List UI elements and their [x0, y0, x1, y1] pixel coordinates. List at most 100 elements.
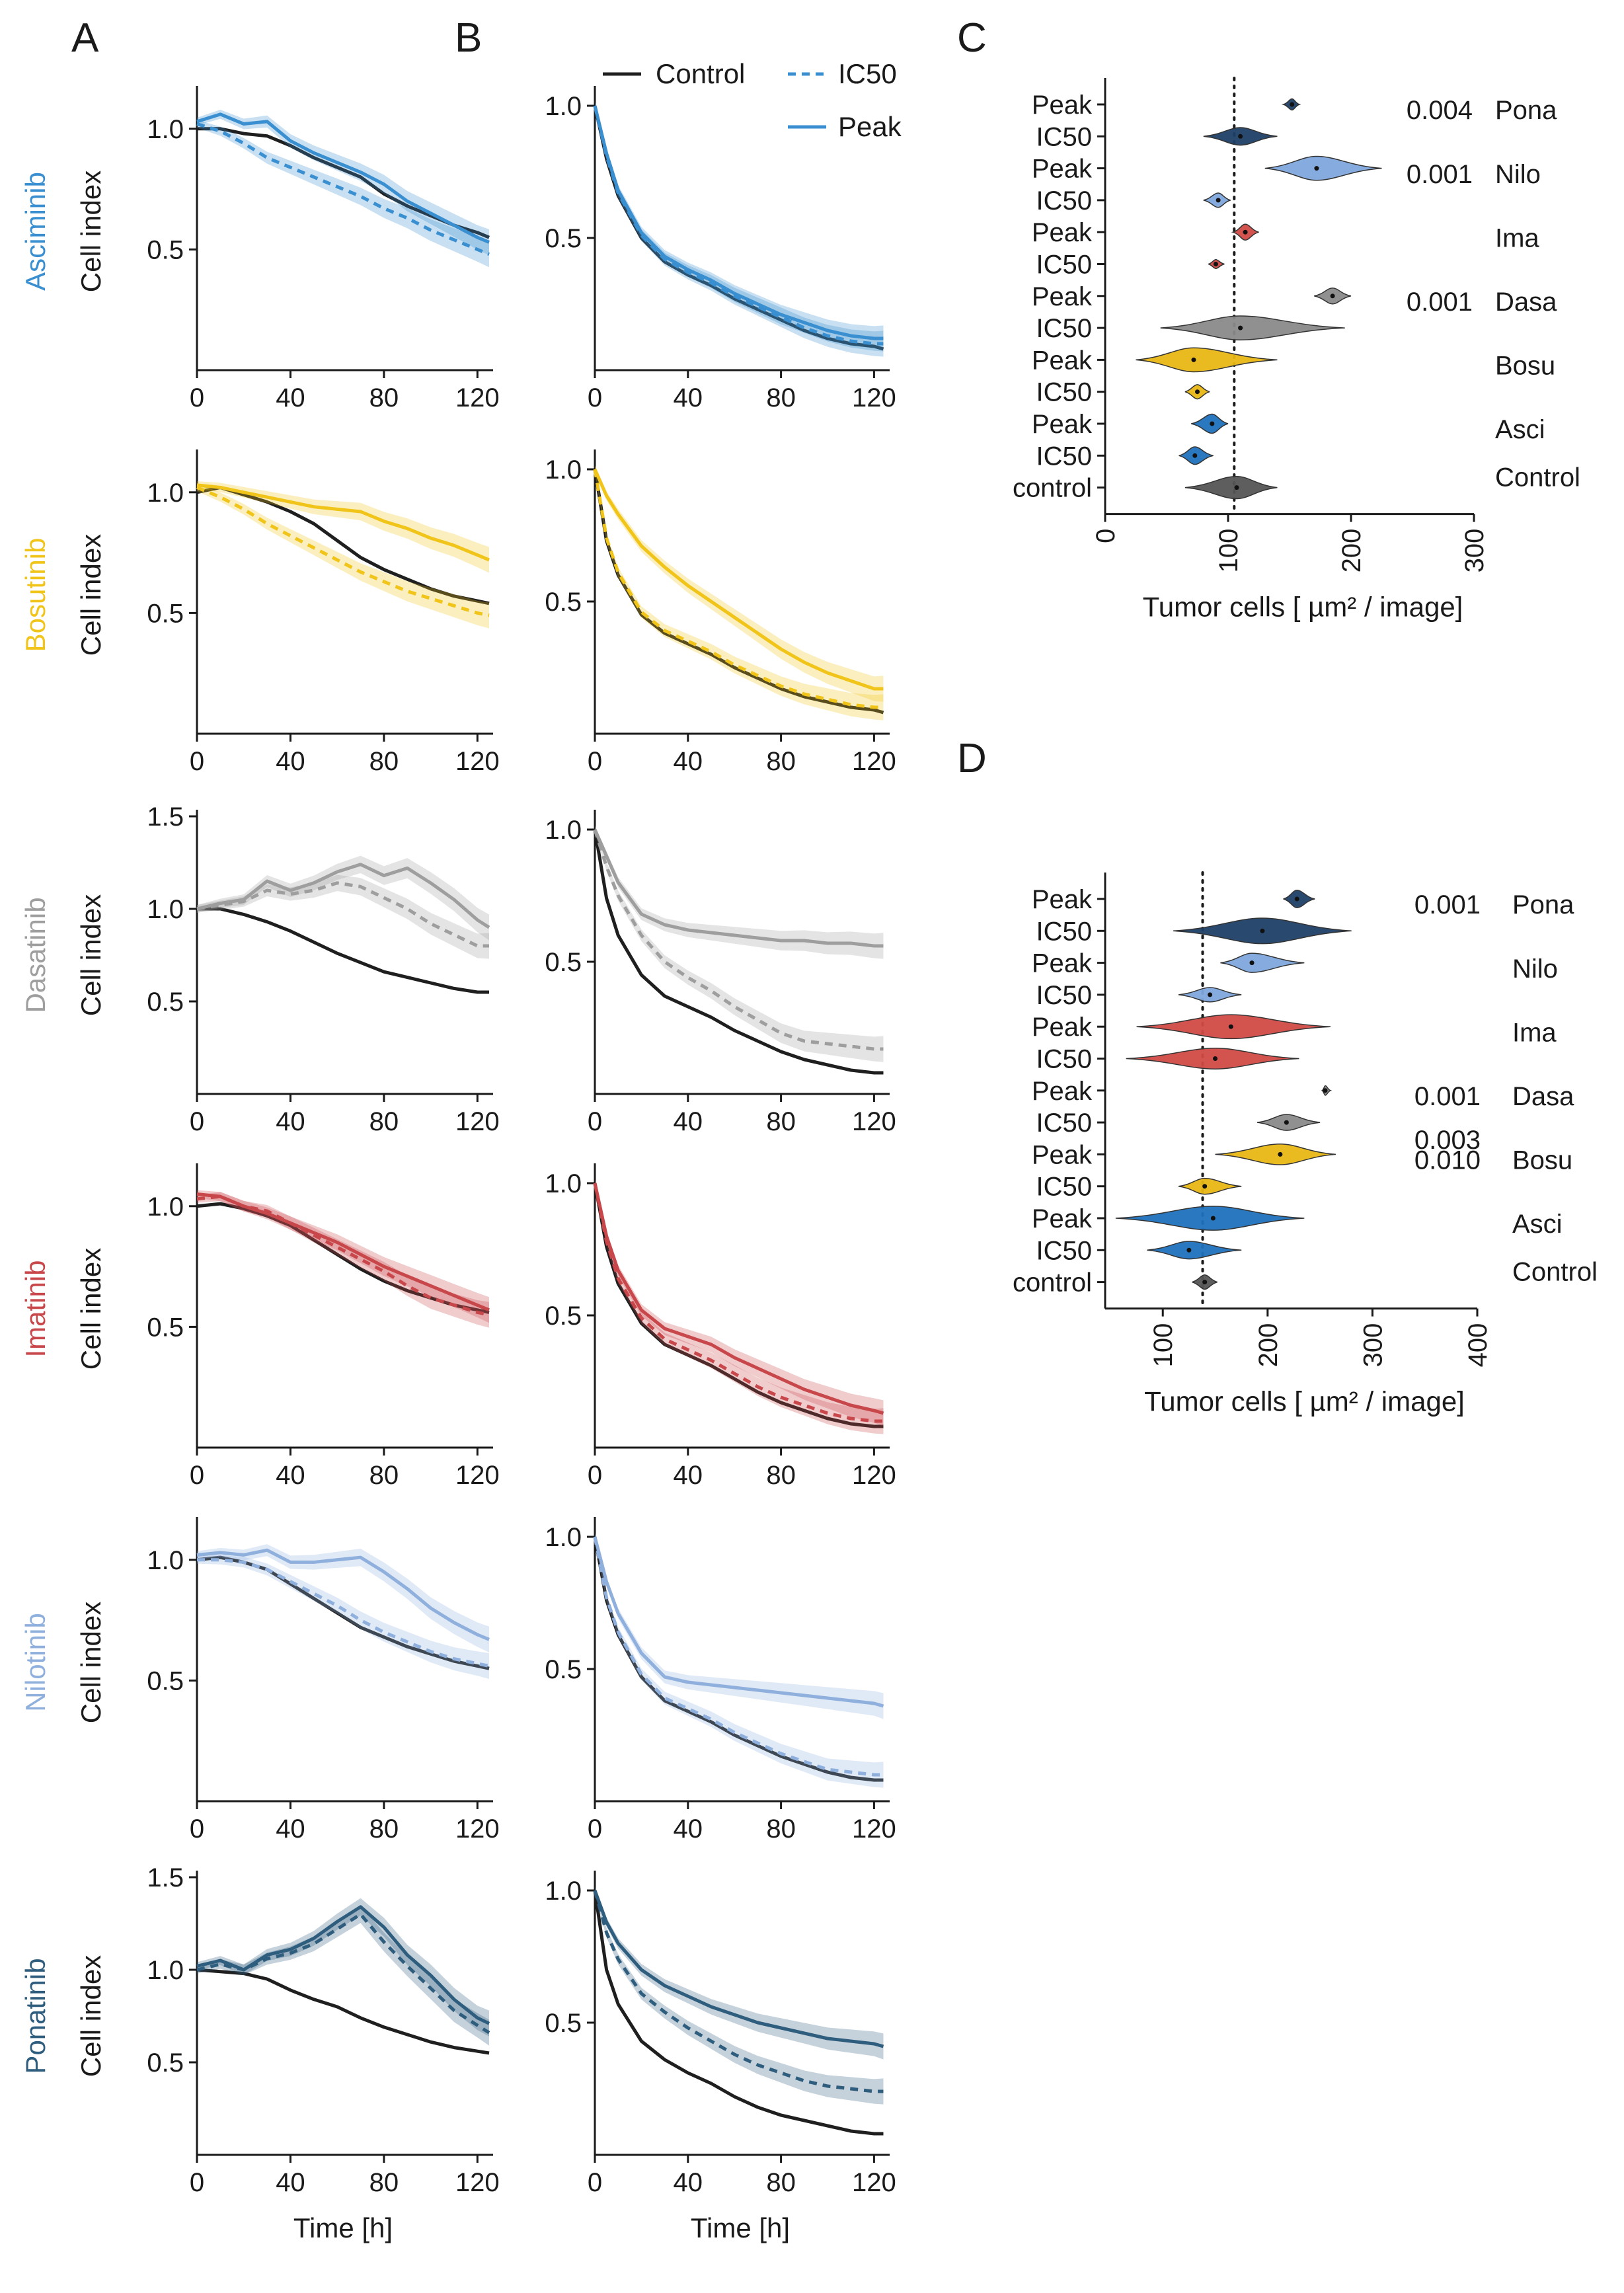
y-tick-label: 0.5 [545, 588, 582, 617]
x-tick-label: 120 [852, 1461, 896, 1490]
x-tick-label: 200 [1337, 529, 1366, 573]
x-tick-label: 40 [276, 747, 305, 776]
series-line-peak [593, 105, 884, 340]
x-tick-label: 120 [455, 1461, 500, 1490]
line-chart-a-dasatinib: 0 40 80 120 0.5 1.0 1.5 Cell index Dasatinib [20, 802, 500, 1136]
series-line-control [593, 1890, 884, 2136]
x-tick-label: 100 [1214, 529, 1243, 573]
series-line-ic50 [593, 469, 884, 709]
x-tick-label: 0 [588, 1107, 602, 1136]
violin-ima-ic50-median [1213, 262, 1218, 266]
category-label: IC50 [1036, 378, 1093, 407]
p-value-nilo: 0.001 [1407, 160, 1473, 189]
group-label-asci: Asci [1495, 415, 1545, 444]
line-chart-b-imatinib: 0 40 80 120 0.5 1.0 [545, 1163, 896, 1490]
series-band-peak [197, 1190, 489, 1323]
y-tick-label: 1.0 [545, 92, 582, 121]
x-tick-label: 40 [276, 1461, 305, 1490]
y-axis-title: Cell index [75, 1248, 106, 1370]
series-line-ic50 [196, 486, 490, 617]
violin-asci-ic50 [1147, 1241, 1242, 1260]
line-chart-a-imatinib: 0 40 80 120 0.5 1.0 Cell index Imatinib [20, 1163, 500, 1490]
group-label-dasa: Dasa [1495, 288, 1557, 317]
x-tick-label: 120 [852, 383, 896, 412]
series-line-peak [196, 483, 490, 562]
x-tick-label: 40 [674, 383, 703, 412]
y-tick-label: 1.0 [545, 455, 582, 485]
violin-nilo-peak-median [1249, 960, 1255, 966]
panel-letter-b: B [455, 15, 482, 61]
x-tick-label: 120 [455, 747, 500, 776]
x-tick-label: 120 [852, 1814, 896, 1844]
category-label: Peak [1032, 218, 1093, 247]
group-label-control: Control [1495, 463, 1580, 492]
y-tick-label: 0.5 [545, 224, 582, 253]
y-tick-label: 0.5 [147, 1666, 184, 1695]
y-axis-title: Cell index [75, 171, 106, 292]
y-tick-label: 0.5 [147, 2048, 184, 2078]
series-line-control [593, 829, 884, 1075]
x-tick-label: 80 [369, 1814, 399, 1844]
group-label-control: Control [1512, 1258, 1598, 1287]
series-line-ic50 [593, 105, 884, 346]
violin-ima-ic50 [1126, 1048, 1299, 1069]
category-label: IC50 [1036, 1045, 1093, 1074]
violin-bosu-ic50-median [1202, 1184, 1208, 1189]
legend-peak-label: Peak [838, 111, 902, 142]
drug-label: Imatinib [20, 1260, 51, 1357]
y-tick-label: 1.0 [147, 479, 184, 508]
x-tick-label: 80 [766, 1461, 796, 1490]
panel-letter-c: C [957, 15, 987, 61]
x-tick-label: 0 [190, 1107, 204, 1136]
x-tick-label: 0 [190, 2168, 204, 2197]
y-axis-title: Cell index [75, 894, 106, 1016]
group-label-bosu: Bosu [1495, 352, 1555, 381]
y-tick-label: 1.0 [545, 1877, 582, 1906]
x-tick-label: 80 [766, 747, 796, 776]
series-band-peak [595, 465, 884, 702]
x-tick-label: 0 [588, 1461, 602, 1490]
y-tick-label: 1.0 [147, 1192, 184, 1222]
group-label-dasa: Dasa [1512, 1082, 1574, 1111]
series-line-peak [196, 1548, 490, 1641]
series-band-ic50 [595, 465, 884, 720]
violin-asci-ic50-median [1192, 453, 1198, 458]
series-line-peak [593, 828, 884, 948]
series-band-ic50 [595, 1533, 884, 1788]
x-axis-title: Tumor cells [ µm² / image] [1143, 592, 1463, 623]
x-tick-label: 0 [588, 383, 602, 412]
line-chart-b-nilotinib: 0 40 80 120 0.5 1.0 [545, 1517, 896, 1844]
drug-label: Dasatinib [20, 897, 51, 1013]
y-axis-title: Cell index [75, 534, 106, 656]
y-tick-label: 0.5 [545, 948, 582, 977]
group-label-ima: Ima [1512, 1018, 1557, 1047]
line-chart-a-bosutinib: 0 40 80 120 0.5 1.0 Cell index Bosutinib [20, 449, 500, 776]
p-value-bosu: 0.010 [1414, 1146, 1481, 1175]
violin-dasa-ic50-median [1238, 325, 1243, 330]
series-line-peak [196, 112, 490, 244]
x-tick-label: 120 [852, 747, 896, 776]
violin-chart-c: 0 100 200 300 Tumor cells [ µm² / image] Peak… [1013, 77, 1580, 623]
x-tick-label: 0 [588, 747, 602, 776]
series-line-ic50 [196, 1912, 490, 2035]
series-band-peak [197, 1544, 489, 1652]
series-band-ic50 [197, 483, 489, 629]
violin-dasa-ic50-median [1284, 1120, 1289, 1125]
group-label-nilo: Nilo [1512, 954, 1558, 984]
series-line-peak [593, 1536, 884, 1708]
violin-bosu-ic50 [1178, 1177, 1242, 1195]
group-label-ima: Ima [1495, 223, 1539, 253]
series-band-ic50 [595, 1179, 884, 1434]
category-label: IC50 [1036, 981, 1093, 1010]
series-line-ic50 [196, 1194, 490, 1317]
y-tick-label: 1.0 [545, 816, 582, 845]
category-label: IC50 [1036, 122, 1093, 151]
series-line-peak [593, 468, 884, 691]
violin-asci-ic50-median [1186, 1247, 1192, 1253]
series-line-control [593, 1183, 884, 1428]
x-tick-label: 40 [276, 2168, 305, 2197]
legend: Control IC50 Peak [603, 58, 902, 142]
p-value-pona: 0.001 [1414, 890, 1481, 919]
x-tick-label: 80 [766, 1107, 796, 1136]
